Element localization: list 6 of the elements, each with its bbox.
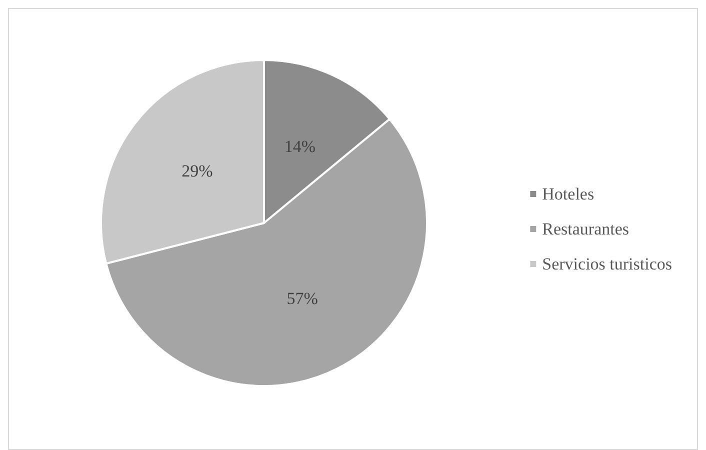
legend-label: Restaurantes bbox=[542, 220, 630, 238]
legend-label: Hoteles bbox=[542, 184, 594, 204]
data-label: 57% bbox=[286, 288, 318, 308]
data-label: 14% bbox=[284, 137, 316, 156]
legend-label: Servicios turisticos bbox=[542, 254, 672, 274]
data-label: 29% bbox=[182, 162, 213, 181]
